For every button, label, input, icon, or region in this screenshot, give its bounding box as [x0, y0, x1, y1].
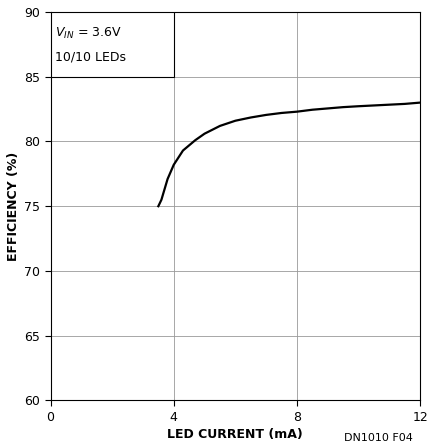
Text: $V_{IN}$ = 3.6V: $V_{IN}$ = 3.6V	[55, 26, 122, 41]
X-axis label: LED CURRENT (mA): LED CURRENT (mA)	[167, 428, 302, 441]
Text: DN1010 F04: DN1010 F04	[344, 433, 412, 443]
Text: 10/10 LEDs: 10/10 LEDs	[55, 51, 126, 64]
Bar	[50, 12, 173, 77]
Y-axis label: EFFICIENCY (%): EFFICIENCY (%)	[7, 151, 20, 261]
